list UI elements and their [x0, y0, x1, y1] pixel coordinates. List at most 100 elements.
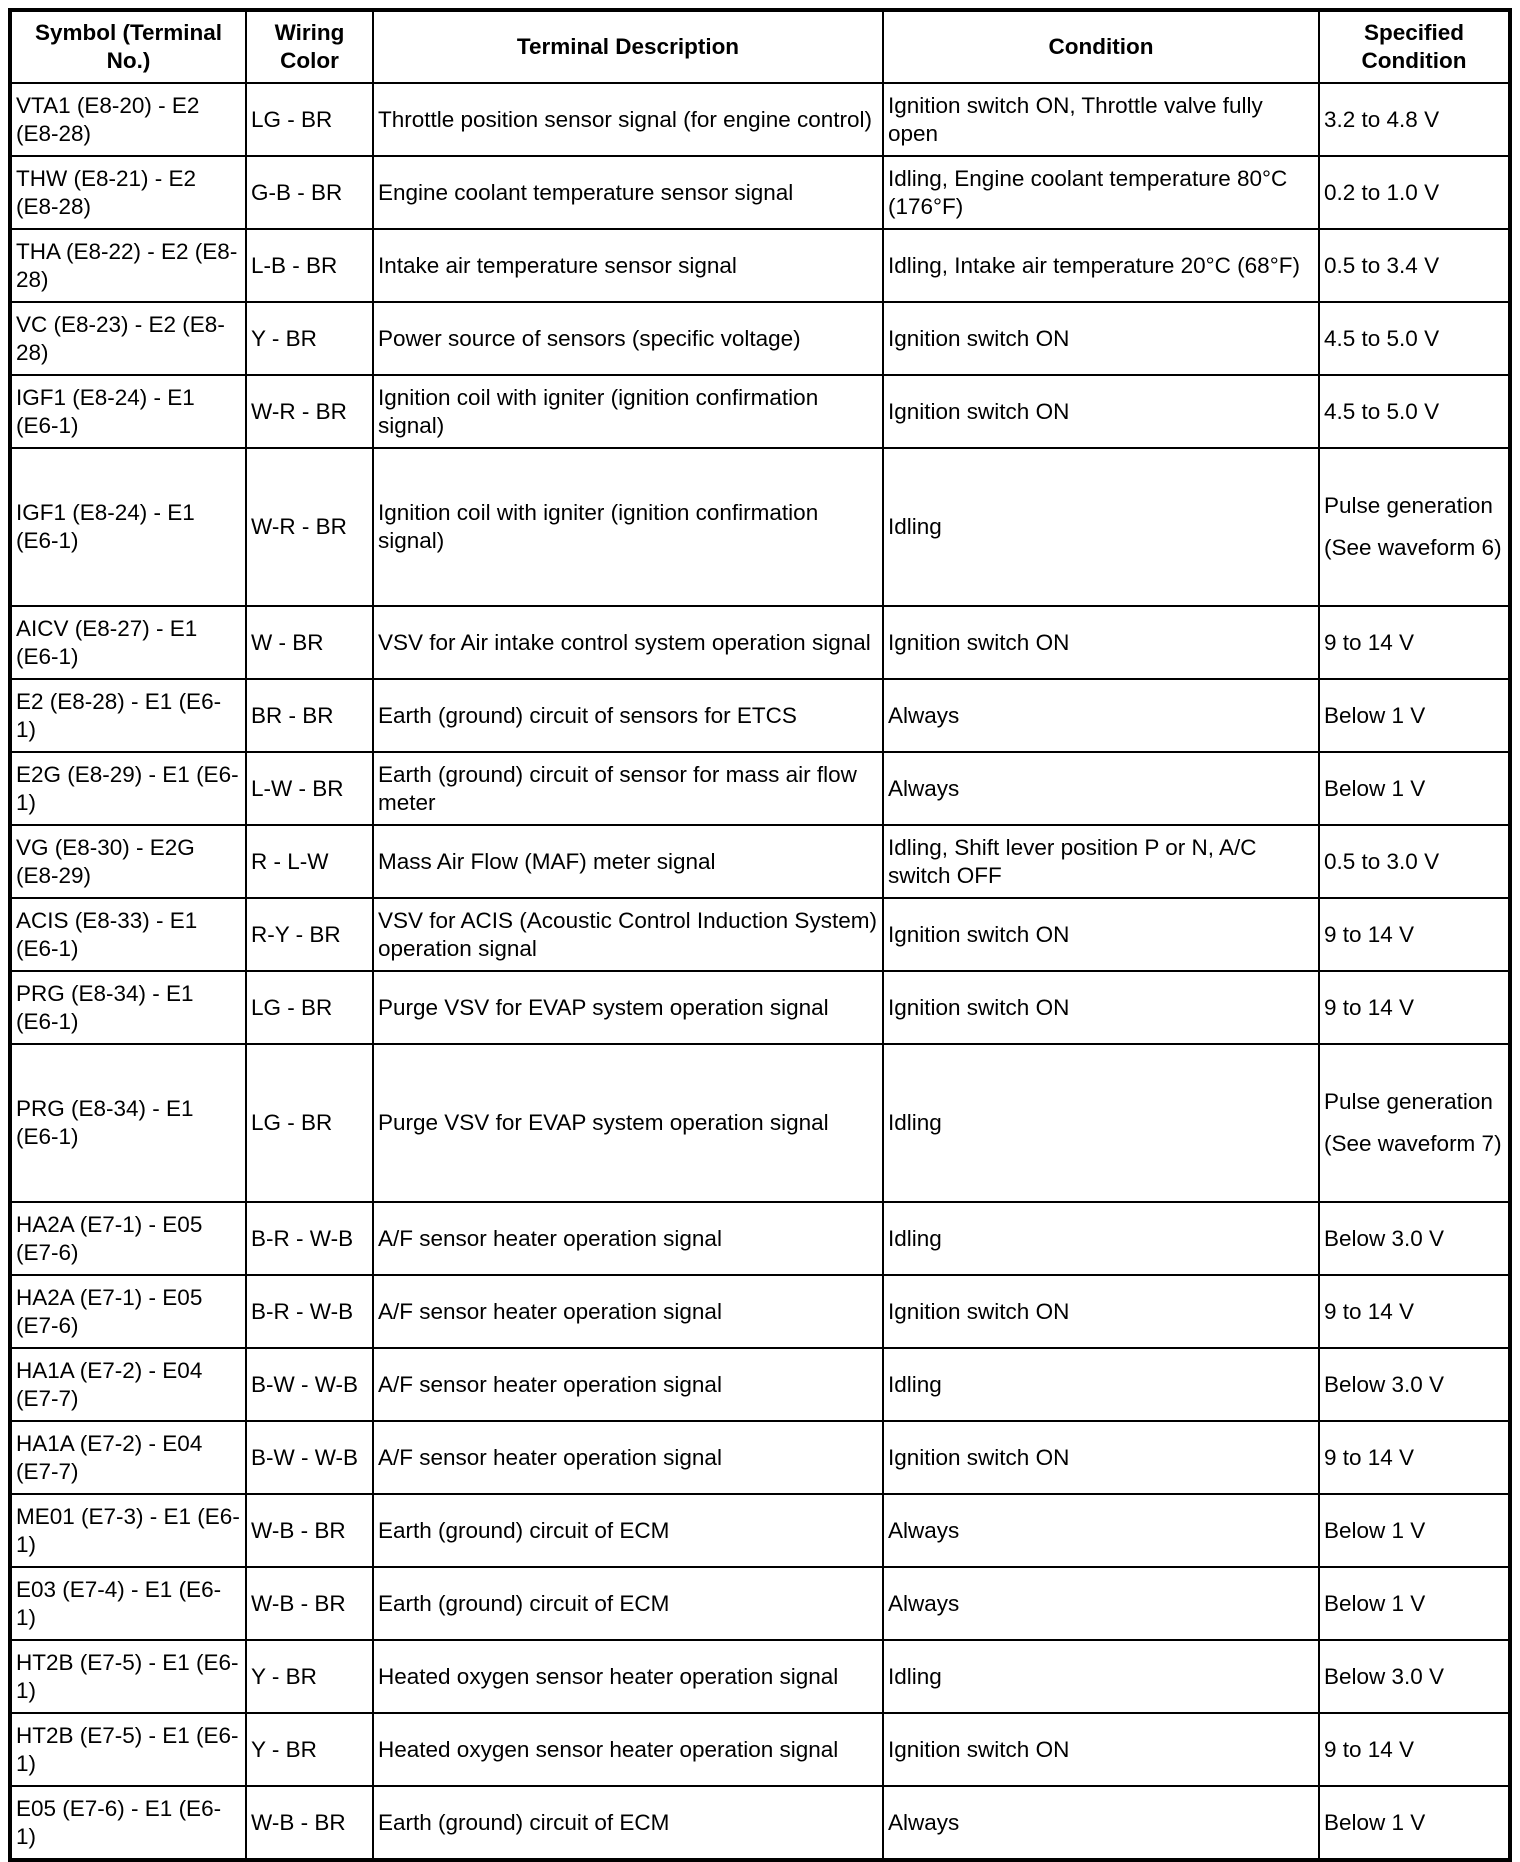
header-row: Symbol (Terminal No.) Wiring Color Termina… [9, 9, 1511, 84]
description-cell: Throttle position sensor signal (for eng… [372, 82, 884, 157]
specified-condition-cell: Below 1 V [1318, 1566, 1511, 1641]
table-row: ACIS (E8-33) - E1 (E6-1) R-Y - BR VSV for … [9, 897, 1511, 972]
condition-cell: Always [882, 1566, 1320, 1641]
table-row: THA (E8-22) - E2 (E8-28) L-B - BR Intake a… [9, 228, 1511, 303]
table-row: IGF1 (E8-24) - E1 (E6-1) W-R - BR Ignition… [9, 374, 1511, 449]
wiring-color-cell: LG - BR [245, 1043, 374, 1203]
wiring-color-cell: W-R - BR [245, 447, 374, 607]
wiring-color-cell: W - BR [245, 605, 374, 680]
specified-condition-cell: 0.5 to 3.0 V [1318, 824, 1511, 899]
waveform-note: (See waveform 6) [1324, 535, 1502, 560]
condition-cell: Always [882, 751, 1320, 826]
symbol-cell: HA1A (E7-2) - E04 (E7-7) [9, 1420, 247, 1495]
wiring-color-cell: B-W - W-B [245, 1347, 374, 1422]
condition-cell: Ignition switch ON [882, 1712, 1320, 1787]
wiring-color-cell: W-B - BR [245, 1493, 374, 1568]
table-row: HA1A (E7-2) - E04 (E7-7) B-W - W-B A/F sen… [9, 1347, 1511, 1422]
table-row: HT2B (E7-5) - E1 (E6-1) Y - BR Heated oxyg… [9, 1712, 1511, 1787]
description-cell: A/F sensor heater operation signal [372, 1201, 884, 1276]
description-cell: Power source of sensors (specific voltag… [372, 301, 884, 376]
condition-cell: Idling [882, 1043, 1320, 1203]
wiring-color-cell: Y - BR [245, 1639, 374, 1714]
specified-condition-cell: 9 to 14 V [1318, 897, 1511, 972]
table-row: HA2A (E7-1) - E05 (E7-6) B-R - W-B A/F sen… [9, 1201, 1511, 1276]
symbol-cell: ACIS (E8-33) - E1 (E6-1) [9, 897, 247, 972]
wiring-color-cell: B-R - W-B [245, 1201, 374, 1276]
wiring-color-cell: BR - BR [245, 678, 374, 753]
symbol-cell: VTA1 (E8-20) - E2 (E8-28) [9, 82, 247, 157]
description-cell: VSV for Air intake control system operat… [372, 605, 884, 680]
wiring-color-cell: L-W - BR [245, 751, 374, 826]
waveform-note: (See waveform 7) [1324, 1131, 1502, 1156]
wiring-color-cell: LG - BR [245, 82, 374, 157]
symbol-cell: E03 (E7-4) - E1 (E6-1) [9, 1566, 247, 1641]
condition-cell: Ignition switch ON [882, 970, 1320, 1045]
specified-condition-cell: 9 to 14 V [1318, 1274, 1511, 1349]
table-row: E03 (E7-4) - E1 (E6-1) W-B - BR Earth (gro… [9, 1566, 1511, 1641]
symbol-cell: VG (E8-30) - E2G (E8-29) [9, 824, 247, 899]
table-row: HA1A (E7-2) - E04 (E7-7) B-W - W-B A/F sen… [9, 1420, 1511, 1495]
specified-condition-cell: Below 1 V [1318, 678, 1511, 753]
wiring-color-cell: W-B - BR [245, 1785, 374, 1861]
description-cell: VSV for ACIS (Acoustic Control Induction… [372, 897, 884, 972]
description-cell: A/F sensor heater operation signal [372, 1420, 884, 1495]
table-row: E2G (E8-29) - E1 (E6-1) L-W - BR Earth (gr… [9, 751, 1511, 826]
header-terminal-description: Terminal Description [372, 9, 884, 84]
wiring-color-cell: Y - BR [245, 301, 374, 376]
symbol-cell: ME01 (E7-3) - E1 (E6-1) [9, 1493, 247, 1568]
description-cell: Earth (ground) circuit of sensor for mas… [372, 751, 884, 826]
symbol-cell: IGF1 (E8-24) - E1 (E6-1) [9, 374, 247, 449]
specified-condition-cell: Below 1 V [1318, 1785, 1511, 1861]
table-row: E2 (E8-28) - E1 (E6-1) BR - BR Earth (grou… [9, 678, 1511, 753]
spacer [1324, 1116, 1504, 1130]
wiring-color-cell: R - L-W [245, 824, 374, 899]
description-cell: Mass Air Flow (MAF) meter signal [372, 824, 884, 899]
symbol-cell: E2G (E8-29) - E1 (E6-1) [9, 751, 247, 826]
condition-cell: Ignition switch ON [882, 374, 1320, 449]
condition-cell: Idling, Intake air temperature 20°C (68°… [882, 228, 1320, 303]
table-row: VG (E8-30) - E2G (E8-29) R - L-W Mass Air … [9, 824, 1511, 899]
specified-condition-cell: 9 to 14 V [1318, 605, 1511, 680]
wiring-color-cell: G-B - BR [245, 155, 374, 230]
description-cell: A/F sensor heater operation signal [372, 1347, 884, 1422]
header-specified-condition: Specified Condition [1318, 9, 1511, 84]
symbol-cell: HT2B (E7-5) - E1 (E6-1) [9, 1639, 247, 1714]
description-cell: Heated oxygen sensor heater operation si… [372, 1639, 884, 1714]
wiring-color-cell: LG - BR [245, 970, 374, 1045]
condition-cell: Ignition switch ON [882, 1420, 1320, 1495]
table-row: PRG (E8-34) - E1 (E6-1) LG - BR Purge VSV … [9, 1043, 1511, 1203]
specified-value: Pulse generation [1324, 493, 1493, 518]
wiring-color-cell: W-R - BR [245, 374, 374, 449]
specified-value: Pulse generation [1324, 1089, 1493, 1114]
specified-condition-cell: 9 to 14 V [1318, 1420, 1511, 1495]
spacer [1324, 520, 1504, 534]
description-cell: Earth (ground) circuit of sensors for ET… [372, 678, 884, 753]
description-cell: Ignition coil with igniter (ignition con… [372, 374, 884, 449]
condition-cell: Ignition switch ON [882, 897, 1320, 972]
symbol-cell: HA2A (E7-1) - E05 (E7-6) [9, 1201, 247, 1276]
description-cell: Purge VSV for EVAP system operation sign… [372, 1043, 884, 1203]
description-cell: Heated oxygen sensor heater operation si… [372, 1712, 884, 1787]
condition-cell: Idling [882, 1201, 1320, 1276]
table-row: PRG (E8-34) - E1 (E6-1) LG - BR Purge VSV … [9, 970, 1511, 1045]
specified-condition-cell: Below 3.0 V [1318, 1347, 1511, 1422]
table-row: VC (E8-23) - E2 (E8-28) Y - BR Power sourc… [9, 301, 1511, 376]
table-row: AICV (E8-27) - E1 (E6-1) W - BR VSV for Ai… [9, 605, 1511, 680]
condition-cell: Ignition switch ON [882, 605, 1320, 680]
condition-cell: Idling [882, 1347, 1320, 1422]
table-row: THW (E8-21) - E2 (E8-28) G-B - BR Engine c… [9, 155, 1511, 230]
description-cell: Intake air temperature sensor signal [372, 228, 884, 303]
specified-condition-cell: 3.2 to 4.8 V [1318, 82, 1511, 157]
condition-cell: Always [882, 1785, 1320, 1861]
wiring-color-cell: W-B - BR [245, 1566, 374, 1641]
specified-condition-cell: 4.5 to 5.0 V [1318, 374, 1511, 449]
condition-cell: Always [882, 678, 1320, 753]
table-row: VTA1 (E8-20) - E2 (E8-28) LG - BR Throttle… [9, 82, 1511, 157]
header-condition: Condition [882, 9, 1320, 84]
specified-condition-cell: 9 to 14 V [1318, 1712, 1511, 1787]
specified-condition-cell: 0.5 to 3.4 V [1318, 228, 1511, 303]
table-row: HA2A (E7-1) - E05 (E7-6) B-R - W-B A/F sen… [9, 1274, 1511, 1349]
specified-condition-cell: Below 3.0 V [1318, 1201, 1511, 1276]
description-cell: Engine coolant temperature sensor signal [372, 155, 884, 230]
specified-condition-cell: Below 1 V [1318, 1493, 1511, 1568]
